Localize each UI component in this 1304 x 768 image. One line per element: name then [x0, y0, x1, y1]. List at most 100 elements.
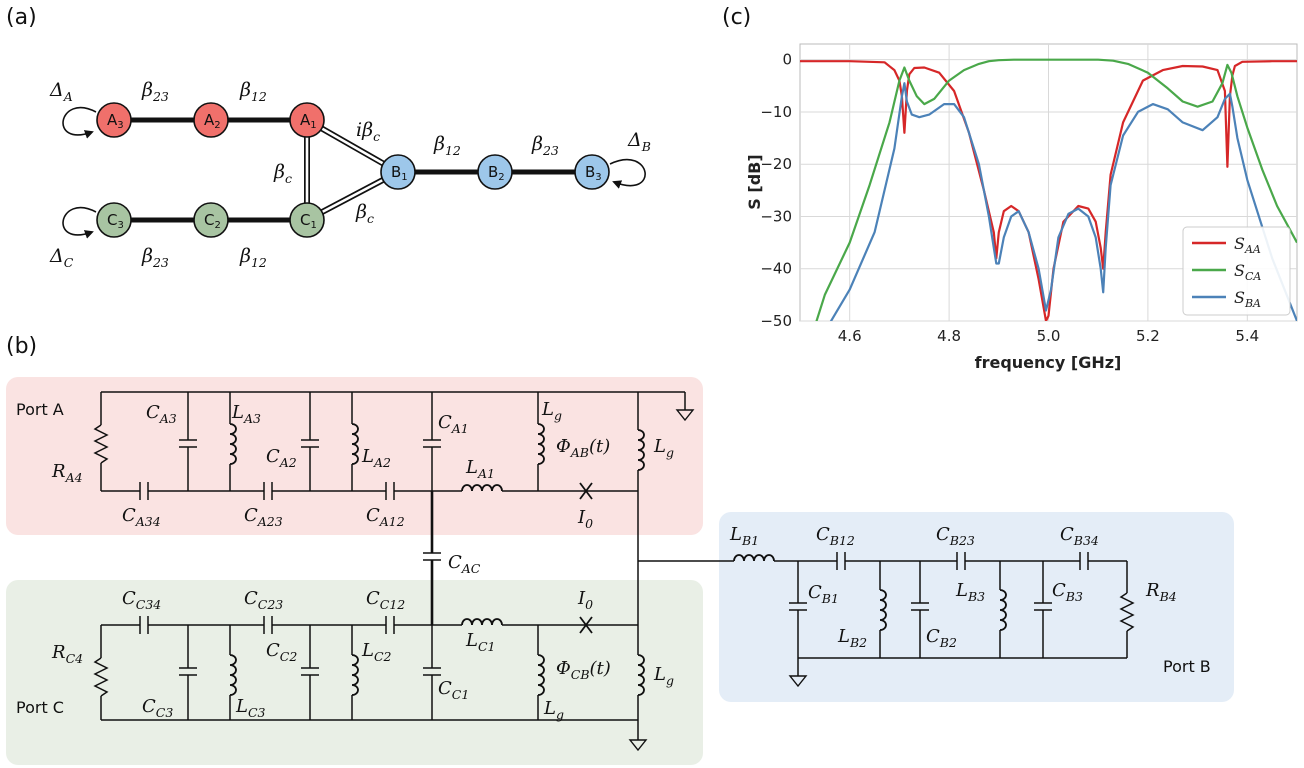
self-loop-a — [62, 106, 97, 139]
inductor-lc3 — [229, 654, 237, 696]
label-cb2: CB2 — [926, 626, 957, 650]
label-phi-cb: ΦCB(t) — [556, 658, 611, 682]
label-cc34: CC34 — [122, 588, 161, 612]
label-lg-a: Lg — [541, 399, 562, 423]
y-tick-label: −10 — [760, 103, 792, 121]
ground-icon — [675, 409, 695, 422]
label-beta23-top: β23 — [141, 79, 169, 104]
label-la1: LA1 — [465, 457, 495, 481]
label-betac-low: βc — [355, 201, 374, 226]
x-tick-label: 5.2 — [1136, 327, 1160, 345]
inductor-la1 — [461, 484, 503, 492]
inductor-lg-a — [537, 423, 545, 465]
graph-nodes: A3 A2 A1 B1 B2 B3 C3 C2 C1 — [96, 102, 610, 238]
x-tick-label: 5.4 — [1235, 327, 1259, 345]
coupling-a-c — [423, 491, 734, 625]
y-tick-label: −40 — [760, 260, 792, 278]
svg-text:B3: B3 — [585, 163, 602, 183]
y-tick-label: −20 — [760, 155, 792, 173]
inductor-lb1 — [733, 554, 775, 562]
label-cc12: CC12 — [366, 588, 405, 612]
label-rc4: RC4 — [51, 642, 83, 666]
svg-text:C1: C1 — [300, 211, 317, 231]
label-cac: CAC — [448, 552, 481, 576]
label-cb3: CB3 — [1052, 580, 1083, 604]
label-la3: LA3 — [231, 402, 261, 426]
node-b3: B3 — [574, 154, 610, 190]
s-parameter-chart: 0 −10 −20 −30 −40 −50 4.6 4.8 5.0 5.2 5.4 frequen… — [745, 43, 1298, 372]
label-ca34: CA34 — [122, 505, 161, 529]
y-tick-label: −30 — [760, 207, 792, 225]
label-ca12: CA12 — [366, 505, 405, 529]
self-loop-c — [62, 206, 97, 239]
label-lb1: LB1 — [729, 524, 759, 548]
label-beta12-right: β12 — [433, 133, 461, 158]
label-ra4: RA4 — [51, 461, 83, 485]
label-ca3: CA3 — [146, 402, 177, 426]
label-cb12: CB12 — [816, 524, 855, 548]
label-phi-ab: ΦAB(t) — [556, 436, 610, 460]
label-cc1: CC1 — [438, 678, 469, 702]
label-ca2: CA2 — [266, 446, 297, 470]
self-loop-b — [609, 158, 646, 189]
y-axis-label: S [dB] — [745, 154, 764, 209]
label-lg-ar: Lg — [653, 436, 674, 460]
inductor-lc1 — [461, 618, 503, 626]
circuit-schematic: Port A Port C Port B — [6, 377, 1234, 765]
inductor-la2 — [351, 423, 359, 465]
label-cc3: CC3 — [142, 696, 173, 720]
label-ca23: CA23 — [244, 505, 283, 529]
label-lg-c: Lg — [543, 698, 564, 722]
port-a-circuit — [93, 391, 695, 500]
series-line-ca — [815, 58, 1297, 321]
label-i0-a: I0 — [577, 507, 593, 531]
legend-entry: SAA — [1234, 234, 1261, 256]
ground-icon — [788, 675, 808, 688]
port-c-circuit — [93, 616, 648, 752]
port-b-label: Port B — [1163, 657, 1211, 676]
y-tick-label: 0 — [782, 51, 792, 69]
label-beta23-right: β23 — [531, 133, 559, 158]
svg-text:A3: A3 — [107, 111, 124, 131]
label-cb1: CB1 — [808, 582, 839, 606]
y-tick-label: −50 — [760, 312, 792, 330]
label-lg-cr: Lg — [653, 664, 674, 688]
inductor-lg-right-a — [637, 429, 645, 471]
label-lc2: LC2 — [361, 640, 392, 664]
svg-text:B2: B2 — [488, 163, 505, 183]
label-delta-b: ΔB — [627, 129, 651, 154]
label-lb3: LB3 — [955, 580, 985, 604]
label-cb23: CB23 — [936, 524, 975, 548]
svg-text:B1: B1 — [391, 163, 408, 183]
node-c1: C1 — [289, 202, 325, 238]
legend-box — [1182, 226, 1291, 316]
x-tick-label: 4.6 — [838, 327, 862, 345]
label-lc3: LC3 — [235, 696, 266, 720]
label-beta12-top: β12 — [239, 79, 267, 104]
node-a1: A1 — [289, 102, 325, 138]
label-lc1: LC1 — [465, 630, 495, 654]
node-b1: B1 — [380, 154, 416, 190]
resistor-rc4 — [93, 657, 109, 697]
port-a-region — [6, 377, 703, 535]
series-lines — [800, 58, 1297, 321]
inductor-lc2 — [351, 654, 359, 696]
label-la2: LA2 — [361, 446, 391, 470]
junction-c-icon — [579, 616, 593, 634]
svg-text:C3: C3 — [107, 211, 124, 231]
junction-a-icon — [579, 482, 593, 500]
label-cc2: CC2 — [266, 640, 297, 664]
x-axis-label: frequency [GHz] — [975, 353, 1122, 372]
svg-text:A2: A2 — [204, 111, 221, 131]
port-c-label: Port C — [16, 698, 64, 717]
panel-label-b: (b) — [6, 334, 37, 359]
coupling-graph: A3 A2 A1 B1 B2 B3 C3 C2 C1 β23 β12 iβc βc βc β12… — [49, 79, 651, 270]
panel-label-c: (c) — [722, 5, 751, 30]
port-a-label: Port A — [16, 400, 64, 419]
legend-entry: SCA — [1234, 261, 1261, 283]
resistor-ra4 — [93, 424, 109, 464]
label-betac-left: βc — [273, 161, 292, 186]
node-c2: C2 — [193, 202, 229, 238]
node-a2: A2 — [193, 102, 229, 138]
